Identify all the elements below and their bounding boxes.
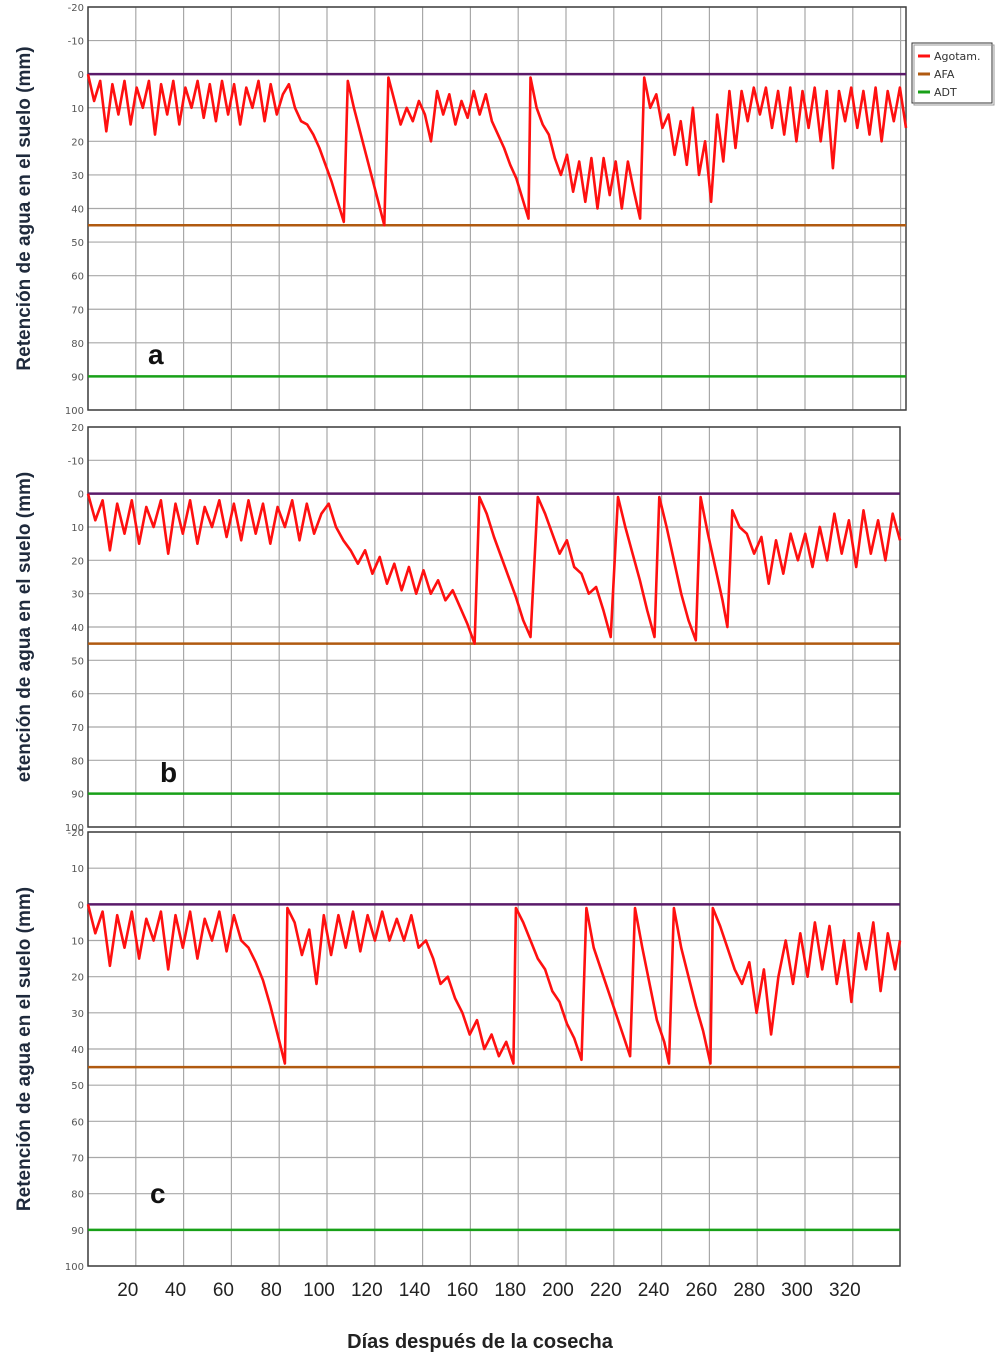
y-tick-label: 50 — [71, 238, 84, 249]
x-tick-label: 300 — [781, 1280, 813, 1301]
panel-letter: a — [148, 339, 164, 370]
x-tick-label: 220 — [590, 1280, 622, 1301]
panel-letter: b — [160, 757, 177, 788]
y-tick-label: 20 — [71, 423, 84, 434]
y-tick-label: 40 — [71, 623, 84, 634]
x-tick-label: 320 — [829, 1280, 861, 1301]
y-tick-label: 10 — [71, 523, 84, 534]
panel-b: 20 -10 0 10 20 30 40 50 60 70 80 90 100 b etención de … — [14, 423, 902, 834]
y-tick-label: 80 — [71, 756, 84, 767]
y-tick-label: 90 — [71, 790, 84, 801]
legend-label: ADT — [934, 86, 957, 99]
y-tick-label: 0 — [78, 490, 84, 501]
y-axis-label: Retención de agua en el suelo (mm) — [14, 887, 35, 1211]
x-tick-label: 200 — [542, 1280, 574, 1301]
x-tick-label: 280 — [733, 1280, 765, 1301]
y-axis-label: Retención de agua en el suelo (mm) — [14, 46, 35, 370]
legend-label: Agotam. — [934, 50, 981, 63]
y-tick-label: 90 — [71, 1226, 84, 1237]
y-tick-label: 20 — [71, 556, 84, 567]
y-tick-label: -10 — [68, 37, 84, 48]
y-tick-label: 20 — [71, 137, 84, 148]
y-tick-label: 60 — [71, 690, 84, 701]
x-tick-label: 180 — [494, 1280, 526, 1301]
x-tick-label: 60 — [213, 1280, 234, 1301]
y-tick-label: 70 — [71, 305, 84, 316]
y-tick-label: 80 — [71, 339, 84, 350]
y-tick-label: 40 — [71, 205, 84, 216]
y-tick-label: -10 — [68, 456, 84, 467]
plot-frame — [87, 426, 901, 828]
y-tick-label: 30 — [71, 590, 84, 601]
y-tick-label: 100 — [65, 406, 84, 417]
legend-label: AFA — [934, 68, 955, 81]
y-tick-label: 30 — [71, 171, 84, 182]
y-tick-label: 50 — [71, 656, 84, 667]
y-tick-label: 90 — [71, 372, 84, 383]
y-tick-label: 80 — [71, 1190, 84, 1201]
y-tick-label: 10 — [71, 104, 84, 115]
x-tick-label: 260 — [686, 1280, 718, 1301]
y-tick-label: 30 — [71, 1009, 84, 1020]
y-tick-label: 70 — [71, 1154, 84, 1165]
x-tick-label: 160 — [447, 1280, 479, 1301]
x-tick-label: 80 — [261, 1280, 282, 1301]
series-agotam-line — [86, 903, 902, 1065]
y-tick-label: 60 — [71, 272, 84, 283]
x-tick-label: 40 — [165, 1280, 186, 1301]
x-axis-label: Días después de la cosecha — [347, 1331, 614, 1353]
y-tick-label: -20 — [68, 828, 84, 839]
y-tick-label: 60 — [71, 1117, 84, 1128]
y-tick-label: -20 — [68, 3, 84, 14]
plot-frame — [87, 831, 901, 1267]
y-tick-label: 10 — [71, 937, 84, 948]
y-axis-label: etención de agua en el suelo (mm) — [14, 472, 35, 782]
y-tick-label: 50 — [71, 1081, 84, 1092]
panel-letter: c — [150, 1178, 166, 1209]
y-tick-label: 70 — [71, 723, 84, 734]
y-tick-label: 0 — [78, 70, 84, 81]
y-tick-label: 100 — [65, 823, 84, 834]
x-tick-label: 100 — [303, 1280, 335, 1301]
x-tick-label: 120 — [351, 1280, 383, 1301]
x-tick-label: 140 — [399, 1280, 431, 1301]
y-tick-label: 20 — [71, 973, 84, 984]
y-tick-label: 40 — [71, 1045, 84, 1056]
legend: Agotam. AFA ADT — [911, 42, 995, 106]
x-tick-label: 20 — [117, 1280, 138, 1301]
x-tick-label: 240 — [638, 1280, 670, 1301]
plot-frame — [87, 6, 907, 411]
series-agotam-line — [86, 493, 902, 646]
y-tick-label: 0 — [78, 900, 84, 911]
legend-shadow — [913, 44, 995, 106]
y-tick-label: 100 — [65, 1262, 84, 1273]
y-tick-label: 10 — [71, 864, 84, 875]
panel-a: -20 -10 0 10 20 30 40 50 60 70 80 90 100 a Retención d… — [14, 3, 908, 417]
series-agotam-line — [86, 73, 908, 227]
